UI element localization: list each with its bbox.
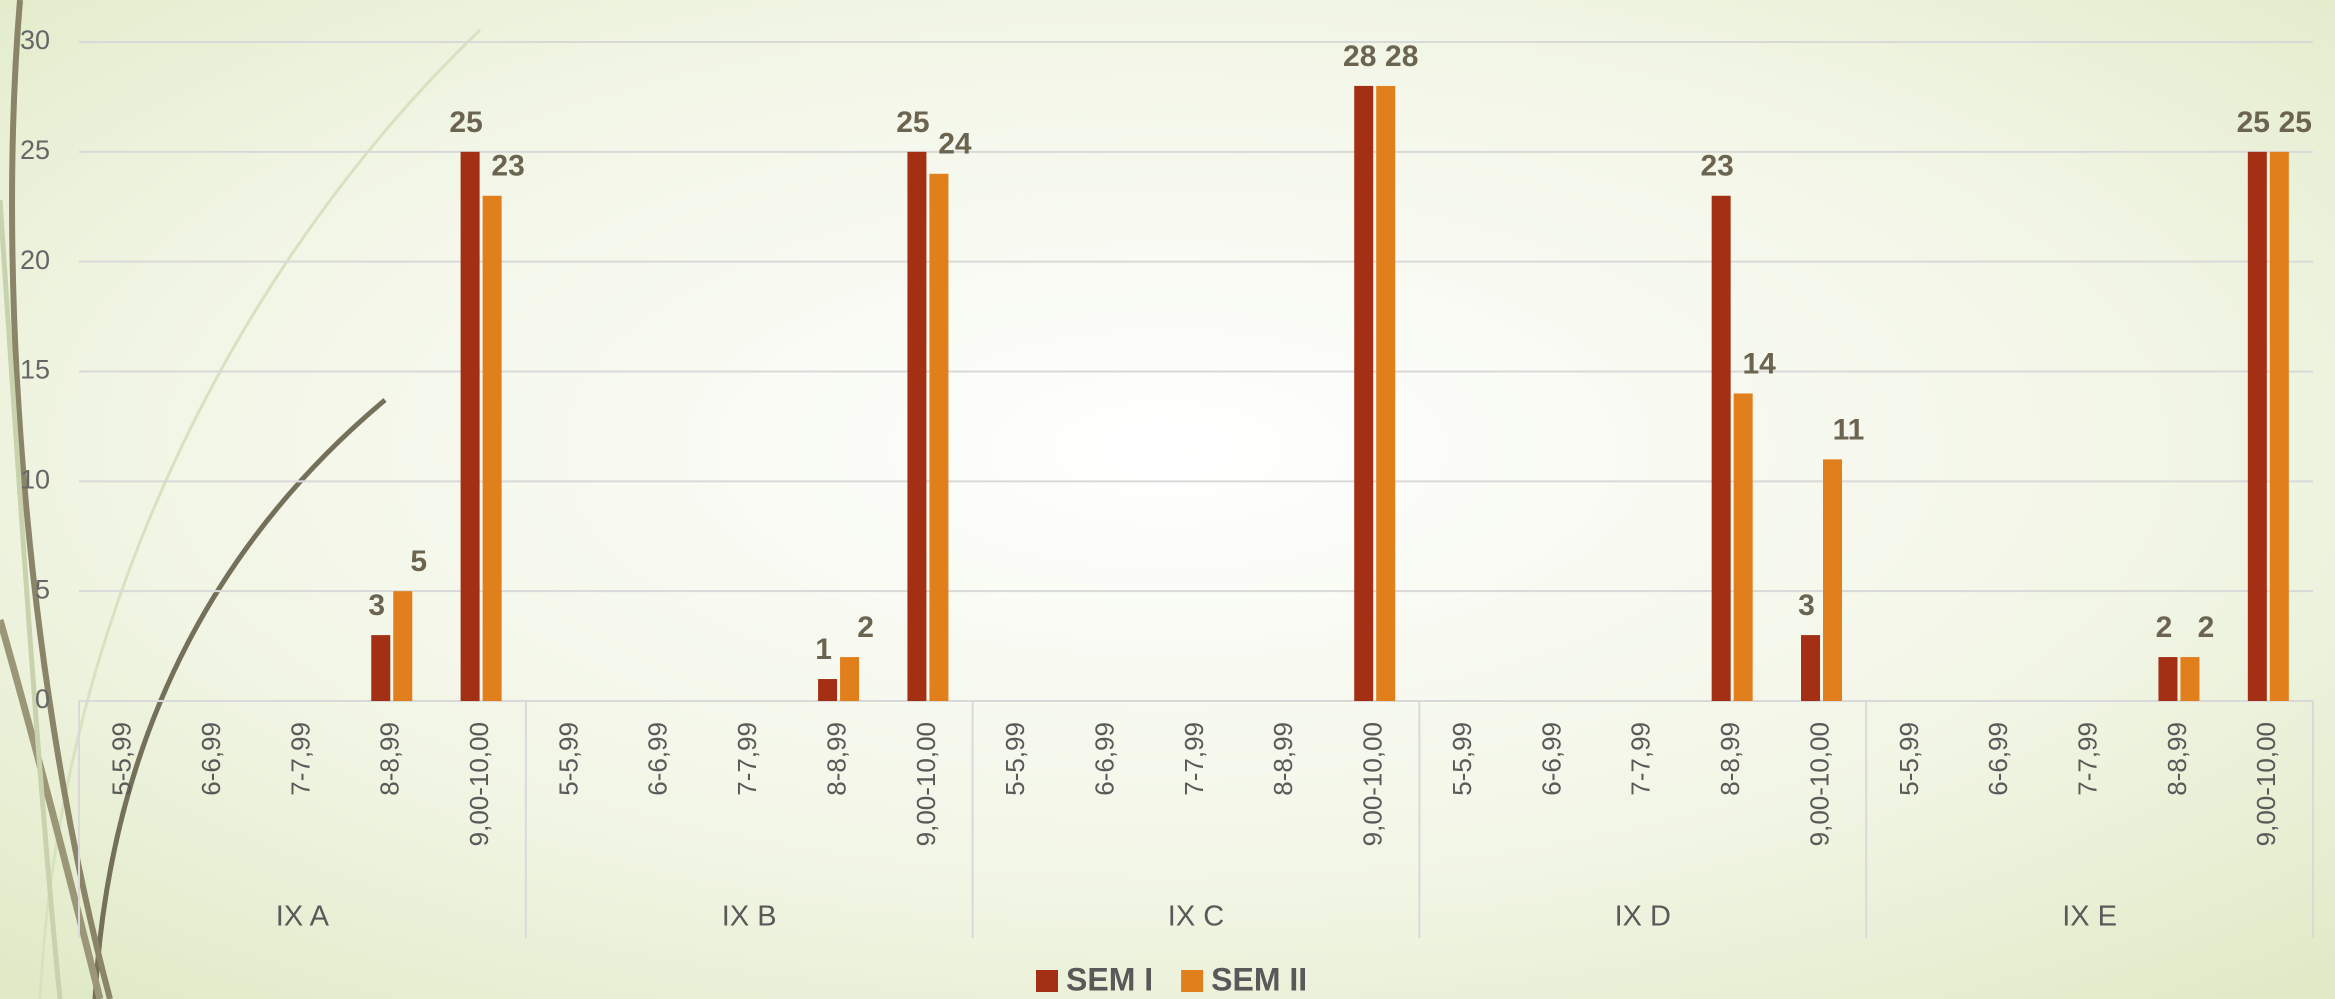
x-tick-label: 6-6,99 [196, 722, 226, 796]
x-tick-label: 5-5,99 [107, 722, 137, 796]
y-tick-label: 10 [20, 464, 50, 494]
data-label: 11 [1833, 413, 1865, 446]
x-tick-label: 7-7,99 [1626, 722, 1656, 796]
x-tick-label: 6-6,99 [643, 722, 673, 796]
bar [907, 151, 927, 702]
decoration [0, 0, 482, 999]
bar [371, 635, 391, 701]
data-label: 23 [491, 150, 524, 183]
group-label: IX B [722, 901, 777, 933]
group-label: IX E [2062, 901, 2117, 933]
bar [1711, 195, 1731, 701]
group-label: IX D [1615, 901, 1671, 933]
legend-label: SEM II [1211, 961, 1307, 997]
bar [1354, 85, 1374, 701]
data-label: 25 [896, 106, 929, 139]
x-tick-label: 5-5,99 [1447, 722, 1477, 796]
x-tick-label: 9,00-10,00 [2251, 722, 2281, 846]
x-tick-label: 6-6,99 [1536, 722, 1566, 796]
data-label: 1 [815, 633, 832, 666]
bar [482, 195, 502, 701]
x-tick-label: 8-8,99 [821, 722, 851, 796]
x-tick-label: 8-8,99 [2162, 722, 2192, 796]
data-label: 25 [2279, 106, 2312, 139]
y-tick-label: 5 [35, 574, 50, 604]
data-label: 23 [1700, 150, 1733, 183]
x-tick-label: 7-7,99 [285, 722, 315, 796]
bar [929, 173, 949, 702]
data-label: 25 [449, 106, 482, 139]
legend-swatch [1036, 970, 1058, 992]
group-label: IX A [276, 901, 330, 933]
x-tick-label: 7-7,99 [732, 722, 762, 796]
bar [2247, 151, 2267, 702]
x-tick-label: 9,00-10,00 [1358, 722, 1388, 846]
data-label: 2 [857, 611, 874, 644]
x-tick-label: 5-5,99 [1000, 722, 1030, 796]
x-tick-label: 6-6,99 [1983, 722, 2013, 796]
bar [1376, 85, 1396, 701]
bar [2269, 151, 2289, 702]
y-tick-label: 30 [20, 25, 50, 55]
x-tick-label: 8-8,99 [1268, 722, 1298, 796]
x-tick-label: 9,00-10,00 [464, 722, 494, 846]
bar [840, 657, 860, 701]
y-tick-label: 15 [20, 355, 50, 385]
bar [2158, 657, 2178, 701]
data-label: 2 [2156, 611, 2173, 644]
data-label: 14 [1742, 347, 1776, 380]
bar [818, 679, 838, 701]
bar [2180, 657, 2200, 701]
x-tick-label: 8-8,99 [1715, 722, 1745, 796]
legend-swatch [1181, 970, 1204, 992]
x-tick-label: 8-8,99 [375, 722, 405, 796]
legend-label: SEM I [1066, 961, 1153, 997]
x-tick-label: 5-5,99 [1894, 722, 1924, 796]
x-tick-label: 6-6,99 [1090, 722, 1120, 796]
data-label: 3 [368, 589, 385, 622]
y-tick-label: 20 [20, 245, 50, 275]
data-label: 3 [1798, 589, 1815, 622]
bar [393, 591, 413, 701]
y-tick-label: 25 [20, 135, 50, 165]
x-tick-label: 7-7,99 [2072, 722, 2102, 796]
x-tick-label: 5-5,99 [553, 722, 583, 796]
data-label: 5 [410, 545, 427, 578]
bar [1801, 635, 1821, 701]
data-label: 24 [938, 128, 972, 161]
bar [1823, 459, 1843, 701]
data-label: 28 [1385, 40, 1418, 73]
x-tick-label: 9,00-10,00 [911, 722, 941, 846]
group-label: IX C [1168, 901, 1224, 933]
x-tick-label: 7-7,99 [1179, 722, 1209, 796]
bar [460, 151, 480, 702]
y-tick-label: 0 [35, 684, 50, 714]
data-label: 25 [2237, 106, 2270, 139]
data-label: 2 [2198, 611, 2215, 644]
bar [1733, 393, 1753, 701]
x-tick-label: 9,00-10,00 [1804, 722, 1834, 846]
data-label: 28 [1343, 40, 1376, 73]
